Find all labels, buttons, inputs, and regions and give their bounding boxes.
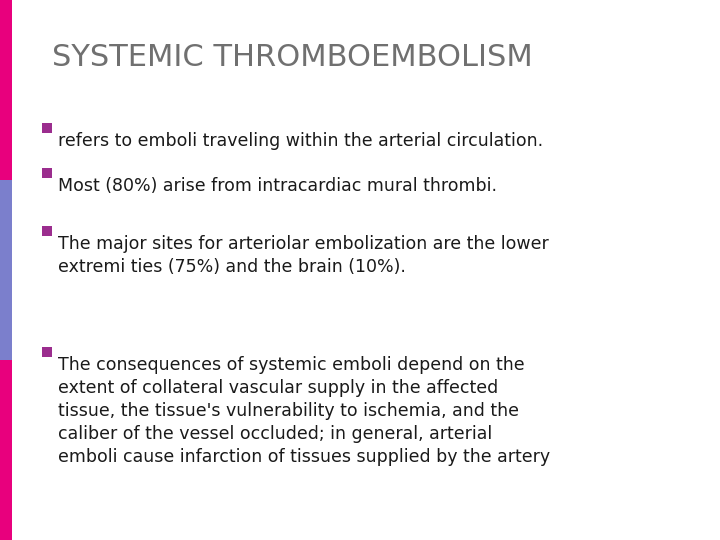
Text: The major sites for arteriolar embolization are the lower
extremi ties (75%) and: The major sites for arteriolar embolizat… [58,235,549,276]
Bar [42,168,52,178]
Text: The consequences of systemic emboli depend on the
extent of collateral vascular : The consequences of systemic emboli depe… [58,356,550,466]
Bar [0,0,12,180]
Bar [42,123,52,133]
Bar [42,226,52,236]
Text: SYSTEMIC THROMBOEMBOLISM: SYSTEMIC THROMBOEMBOLISM [52,43,533,72]
Bar [0,180,12,360]
Bar [42,347,52,357]
Text: refers to emboli traveling within the arterial circulation.: refers to emboli traveling within the ar… [58,132,543,150]
Bar [0,360,12,540]
Text: Most (80%) arise from intracardiac mural thrombi.: Most (80%) arise from intracardiac mural… [58,177,497,195]
